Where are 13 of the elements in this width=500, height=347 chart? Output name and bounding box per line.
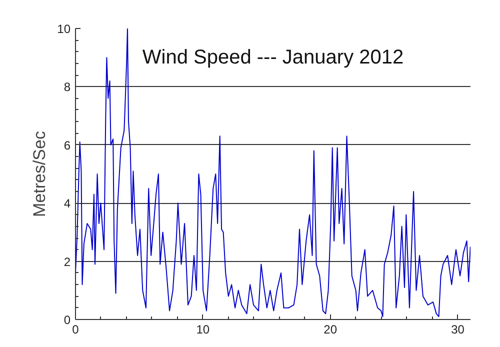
y-tick-label: 6 <box>64 138 71 152</box>
y-axis-title: Metres/Sec <box>30 130 50 217</box>
y-tick-label: 8 <box>64 80 71 94</box>
y-tick-label: 2 <box>64 254 71 269</box>
text: Wind Speed --- January 2012 <box>142 46 404 69</box>
x-tick-label: 20 <box>324 322 338 336</box>
y-tick-label: 0 <box>64 313 71 327</box>
y-tick-label: 4 <box>64 196 71 211</box>
x-tick-label: 10 <box>196 322 210 336</box>
x-tick-label: 0 <box>72 322 80 336</box>
x-tick-label: 30 <box>451 322 465 336</box>
y-tick-label: 10 <box>57 22 71 36</box>
line-series <box>76 28 470 318</box>
